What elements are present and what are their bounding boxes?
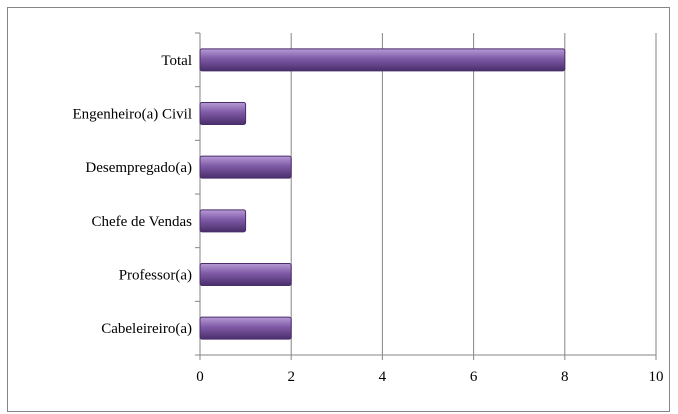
- x-tick-labels: 0 2 4 6 8 10: [196, 369, 663, 385]
- category-label: Engenheiro(a) Civil: [72, 107, 192, 123]
- category-label: Total: [161, 53, 192, 69]
- axes: [195, 32, 657, 360]
- bar: [199, 102, 247, 125]
- bar: [199, 155, 292, 179]
- bar: [199, 263, 292, 286]
- category-label: Chefe de Vendas: [91, 214, 192, 230]
- x-tick-label: 4: [379, 369, 387, 385]
- chart-frame: [7, 7, 670, 412]
- x-tick-label: 8: [561, 369, 569, 385]
- bar: [199, 316, 292, 340]
- category-label: Professor(a): [119, 268, 192, 284]
- x-tick-label: 0: [196, 369, 204, 385]
- x-tick-label: 6: [470, 369, 478, 385]
- bar: [199, 48, 566, 72]
- x-tick-label: 10: [649, 369, 664, 385]
- bars: [199, 48, 566, 340]
- gridlines: [290, 33, 657, 355]
- y-category-labels: Total Engenheiro(a) Civil Desempregado(a) C…: [72, 53, 192, 337]
- category-label: Cabeleireiro(a): [101, 321, 192, 337]
- x-tick-label: 2: [287, 369, 295, 385]
- category-label: Desempregado(a): [85, 160, 192, 176]
- bar: [199, 209, 247, 233]
